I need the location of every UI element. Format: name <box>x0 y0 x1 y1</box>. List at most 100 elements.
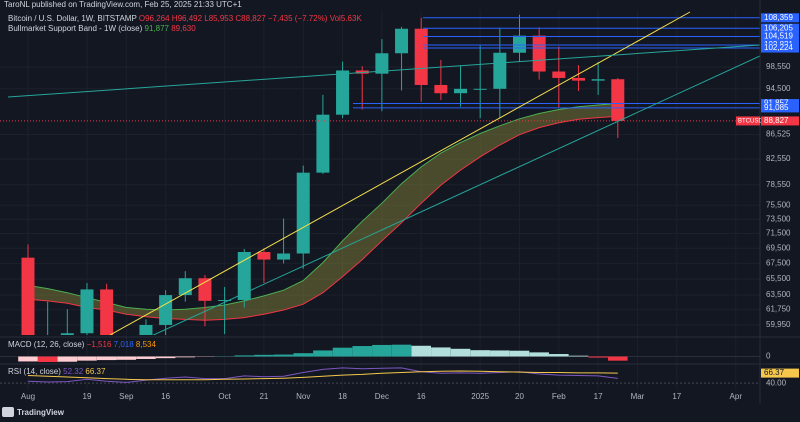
price-level-label: 108,359 <box>764 13 793 22</box>
candle-body <box>159 295 173 325</box>
published-note: TaroNL published on TradingView.com, Feb… <box>4 0 242 9</box>
candle-body <box>296 172 310 254</box>
y-tick-label: 59,950 <box>766 320 791 329</box>
macd-bar <box>57 356 78 362</box>
x-tick-label: 16 <box>161 392 170 401</box>
candle-body <box>237 251 251 301</box>
band-name: Bullmarket Support Band - 1W (close) <box>8 24 143 33</box>
x-tick-label: 16 <box>417 392 426 401</box>
y-tick-label: 98,550 <box>766 62 791 71</box>
band-value: 91,877 <box>145 24 170 33</box>
symbol: Bitcoin / U.S. Dollar, 1W, BITSTAMP <box>8 14 137 23</box>
candle-body <box>552 71 566 78</box>
rsi-value-label: 66.37 <box>764 368 785 377</box>
trendline <box>7 44 760 98</box>
macd-value: 7,018 <box>114 340 135 349</box>
band-fill <box>28 103 618 321</box>
rsi-value: 52.32 <box>63 367 84 376</box>
macd-bar <box>372 344 392 357</box>
symbol-legend: Bitcoin / U.S. Dollar, 1W, BITSTAMP O96,… <box>8 14 362 23</box>
x-tick-label: 17 <box>672 392 681 401</box>
price-level-box <box>761 43 799 53</box>
x-tick-label: 2025 <box>471 392 489 401</box>
price-level-label: 104,519 <box>764 32 793 41</box>
x-tick-label: Nov <box>296 392 310 401</box>
candle-body <box>80 289 94 334</box>
trendline <box>109 11 691 335</box>
price-level-box <box>761 103 799 113</box>
candle-body <box>611 79 625 121</box>
macd-bar <box>77 356 97 361</box>
candle-body <box>434 84 448 94</box>
y-tick-label: 65,500 <box>766 274 791 283</box>
ohlc: O96,264 H96,492 L85,953 C88,827 −7,435 (… <box>139 14 328 23</box>
rsi-tick-label: 40.00 <box>766 378 787 387</box>
candle-body <box>100 289 114 335</box>
macd-bar <box>175 356 196 358</box>
macd-tick-label: 0 <box>766 352 771 361</box>
y-tick-label: 73,500 <box>766 214 791 223</box>
macd-bar <box>490 350 510 357</box>
macd-bar <box>313 350 333 357</box>
x-tick-label: 18 <box>338 392 347 401</box>
x-tick-label: Dec <box>375 392 389 401</box>
macd-bar <box>136 356 156 359</box>
candle-body <box>532 35 546 72</box>
macd-bar <box>155 356 176 359</box>
macd-bar <box>549 354 569 357</box>
candle-body <box>414 28 428 85</box>
price-level-label: 102,224 <box>764 43 793 52</box>
macd-bar <box>293 353 314 357</box>
rsi-name: RSI (14, close) <box>8 367 61 376</box>
symbol-label: BTCUSD <box>738 119 763 125</box>
x-tick-label: 20 <box>515 392 524 401</box>
x-tick-label: Sep <box>119 392 134 401</box>
candle-body <box>257 251 271 260</box>
rsi-line <box>27 370 618 381</box>
macd-name: MACD (12, 26, close) <box>8 340 85 349</box>
volume: Vol5.63K <box>330 14 363 23</box>
x-tick-label: 19 <box>83 392 92 401</box>
price-level-box <box>761 23 799 33</box>
macd-bar <box>391 344 412 357</box>
macd-bar <box>431 347 451 357</box>
x-tick-label: Aug <box>21 392 35 401</box>
candle-body <box>375 53 389 74</box>
macd-bar <box>608 356 628 361</box>
x-tick-label: 21 <box>259 392 268 401</box>
grid-layer <box>0 10 760 390</box>
price-level-box <box>761 32 799 42</box>
candle-body <box>591 79 605 81</box>
band-legend: Bullmarket Support Band - 1W (close) 91,… <box>8 24 196 33</box>
last-price-box <box>761 116 799 126</box>
macd-bar <box>96 356 117 361</box>
macd-bar <box>234 355 255 357</box>
y-tick-label: 86,525 <box>766 130 791 139</box>
macd-bar <box>116 356 137 360</box>
candle-body <box>454 88 468 94</box>
macd-bar <box>588 356 608 358</box>
indicator-panes <box>0 344 760 384</box>
y-tick-label: 71,500 <box>766 229 791 238</box>
brand-logo <box>2 407 14 417</box>
candle-body <box>513 35 526 53</box>
x-tick-label: Apr <box>730 392 743 401</box>
brand: TradingView <box>17 408 65 417</box>
candle-body <box>571 77 585 81</box>
price-level-label: 91,857 <box>764 99 789 108</box>
macd-bar <box>450 348 471 357</box>
macd-bar <box>273 354 294 357</box>
price-level-label: 106,205 <box>764 23 793 32</box>
candle-body <box>60 333 74 335</box>
band-value: 89,630 <box>171 24 196 33</box>
candle-body <box>277 253 291 260</box>
rsi-value-box <box>761 368 799 378</box>
macd-bar <box>568 355 589 357</box>
y-tick-label: 82,550 <box>766 154 791 163</box>
candle-body <box>395 28 409 54</box>
x-tick-label: 17 <box>594 392 603 401</box>
macd-bar <box>411 345 431 357</box>
macd-bar <box>529 352 549 357</box>
